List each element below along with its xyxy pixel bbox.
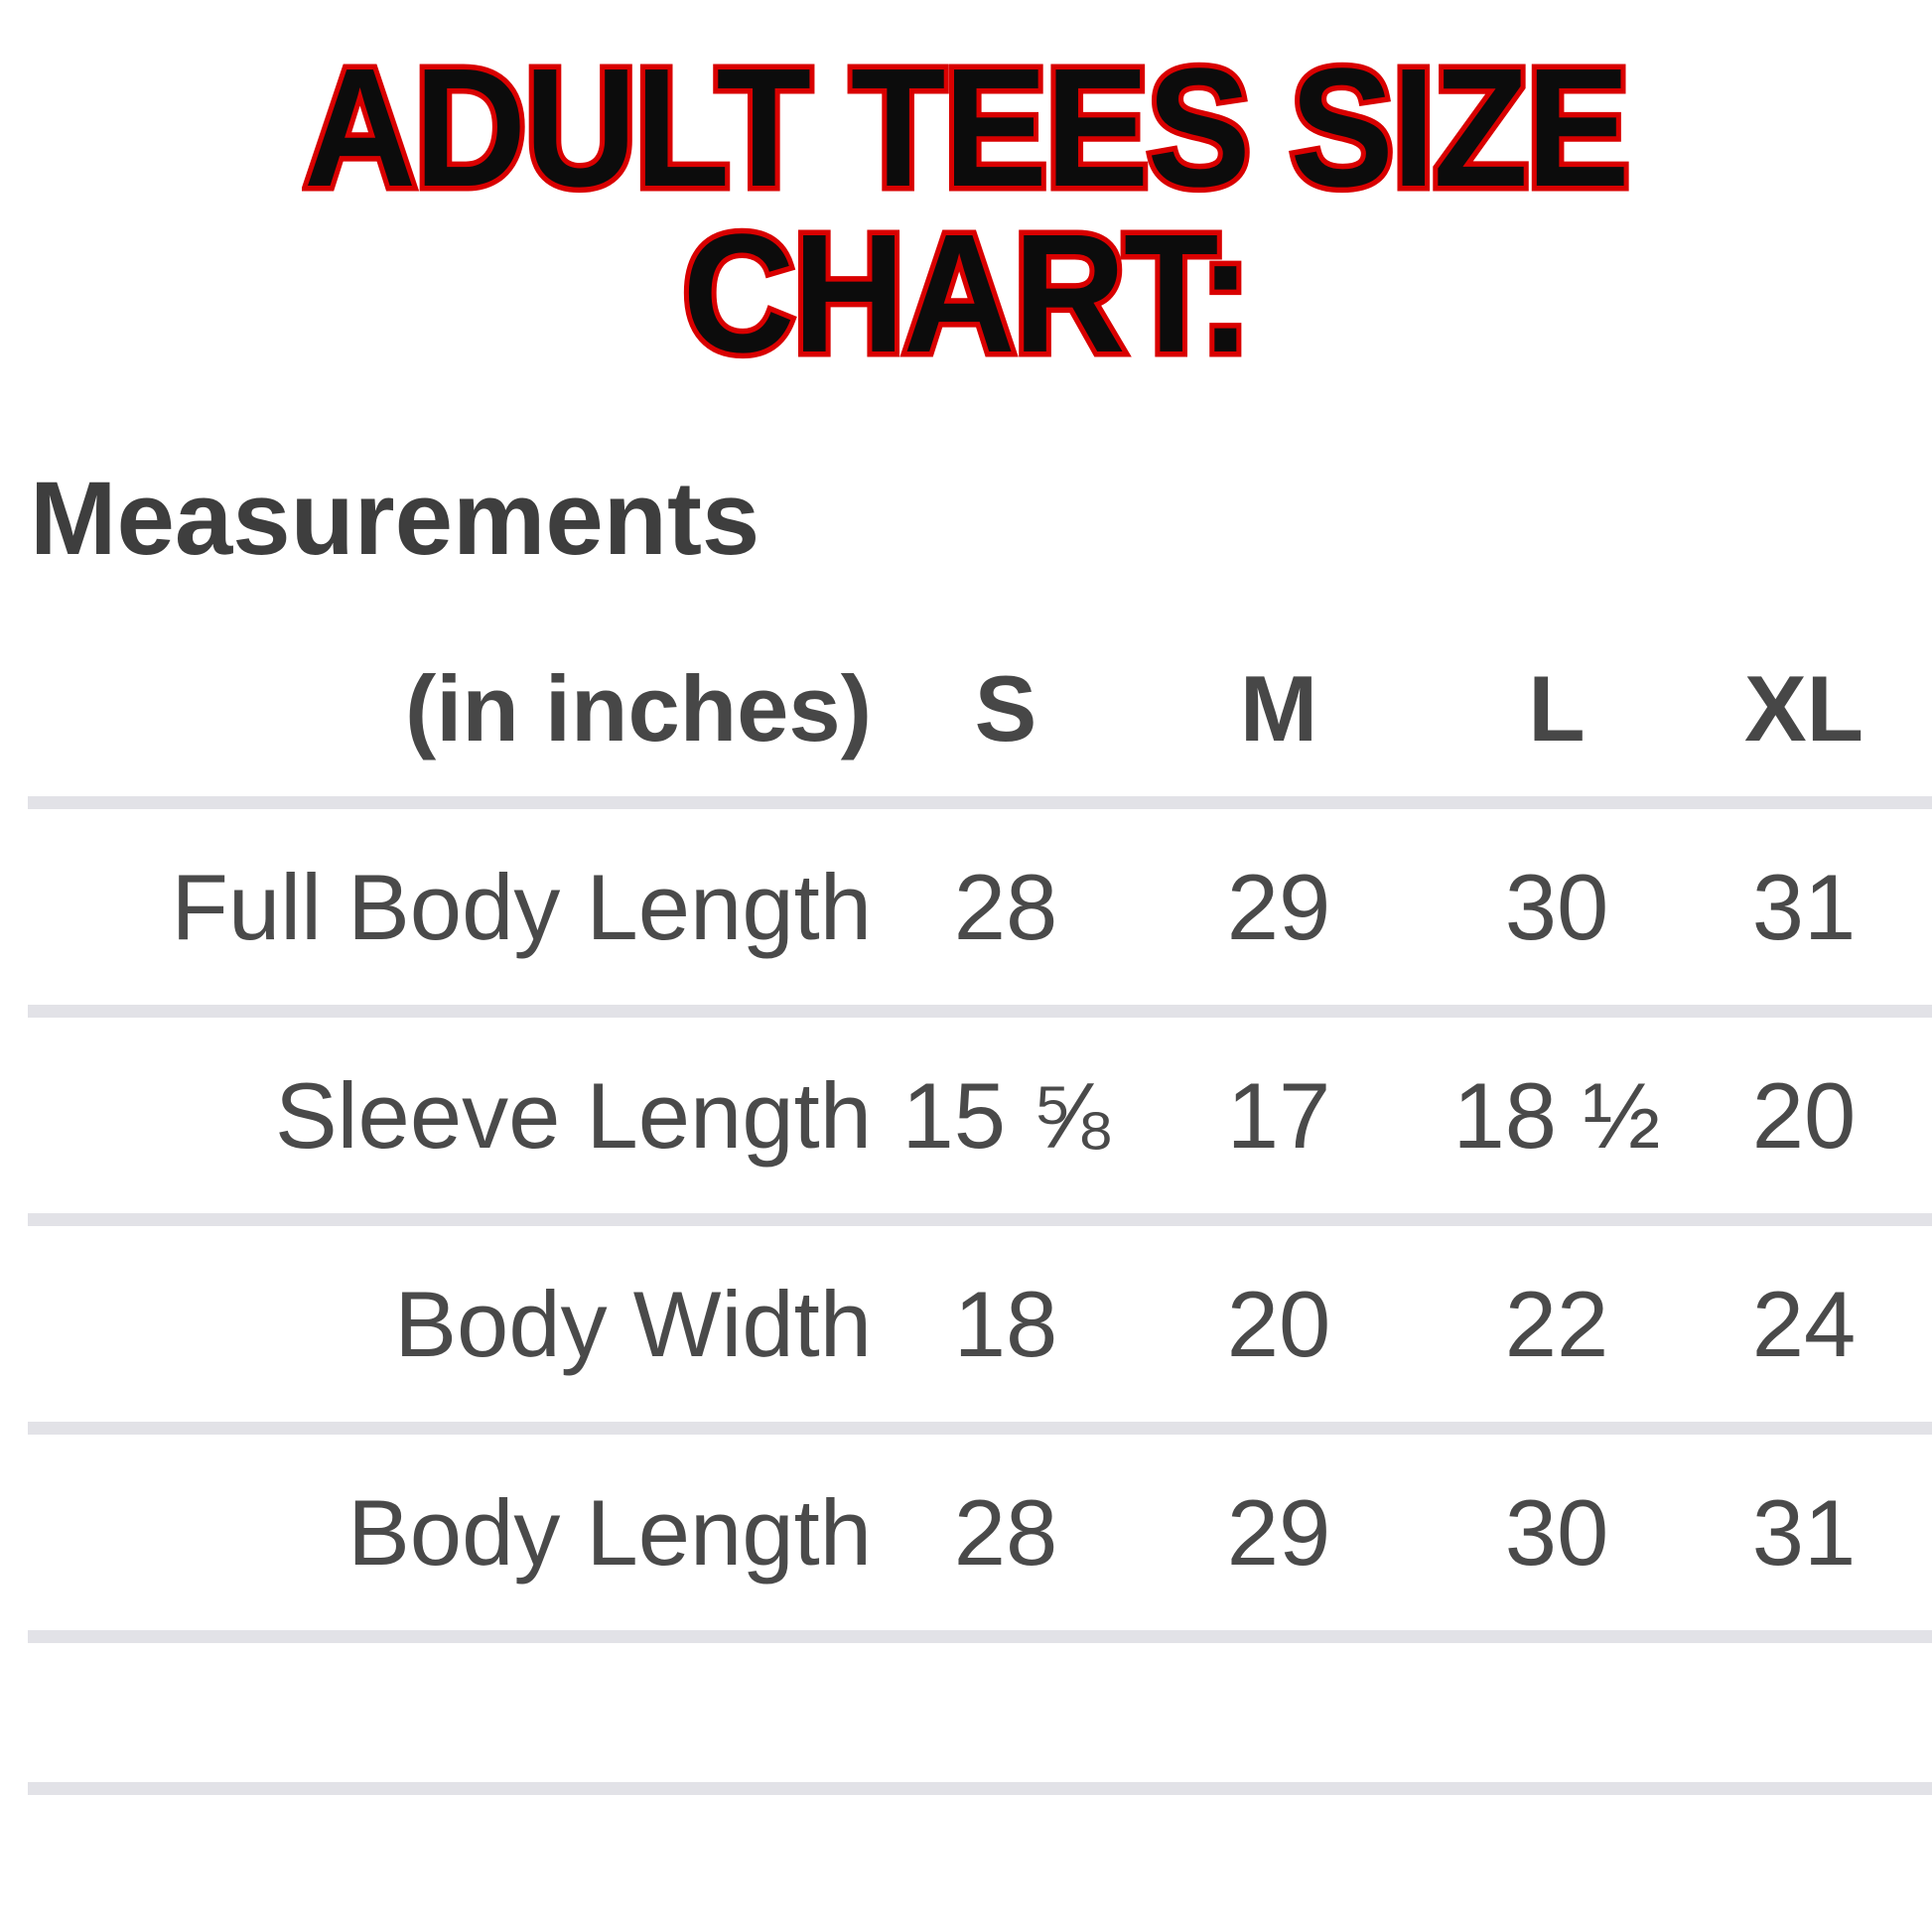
cell-value-s: 28 [953,854,1058,959]
cell-value-l: 30 [1504,854,1609,959]
cell-value-m: 20 [1226,1271,1331,1376]
measurements-heading: Measurements [30,461,760,578]
table-row-body-length: Body Length 28 29 30 31 [28,1435,1932,1644]
row-label: Full Body Length [171,854,872,959]
table-row-full-body-length: Full Body Length 28 29 30 31 [28,809,1932,1019]
cell-value-xl: 31 [1751,1479,1857,1585]
table-empty-row [28,1643,1932,1796]
size-table: (in inches) S M L XL Full Body Length 28… [28,621,1932,1796]
unit-label: (in inches) [404,655,872,760]
cell-value-m: 29 [1226,1479,1331,1585]
page-title-line-1: ADULT TEES SIZE [299,34,1635,222]
cell-value-l: 18 ½ [1452,1062,1661,1168]
cell-value-xl: 24 [1751,1271,1857,1376]
page-title: ADULT TEES SIZE CHART: [0,0,1932,388]
cell-value-m: 29 [1226,854,1331,959]
cell-value-xl: 31 [1751,854,1857,959]
cell-value-xl: 20 [1751,1062,1857,1168]
cell-value-l: 30 [1504,1479,1609,1585]
table-row-sleeve-length: Sleeve Length 15 ⅝ 17 18 ½ 20 [28,1018,1932,1227]
table-row-body-width: Body Width 18 20 22 24 [28,1226,1932,1436]
cell-value-m: 17 [1226,1062,1331,1168]
row-label: Body Length [347,1479,872,1585]
cell-value-l: 22 [1504,1271,1609,1376]
table-header-row: (in inches) S M L XL [28,621,1932,810]
row-label: Body Width [394,1271,872,1376]
page-title-line-2: CHART: [677,199,1256,388]
row-label: Sleeve Length [274,1062,872,1168]
column-header-l: L [1528,655,1586,760]
column-header-s: S [974,655,1037,760]
cell-value-s: 28 [953,1479,1058,1585]
column-header-m: M [1239,655,1318,760]
column-header-xl: XL [1743,655,1864,760]
cell-value-s: 18 [953,1271,1058,1376]
cell-value-s: 15 ⅝ [901,1062,1110,1168]
